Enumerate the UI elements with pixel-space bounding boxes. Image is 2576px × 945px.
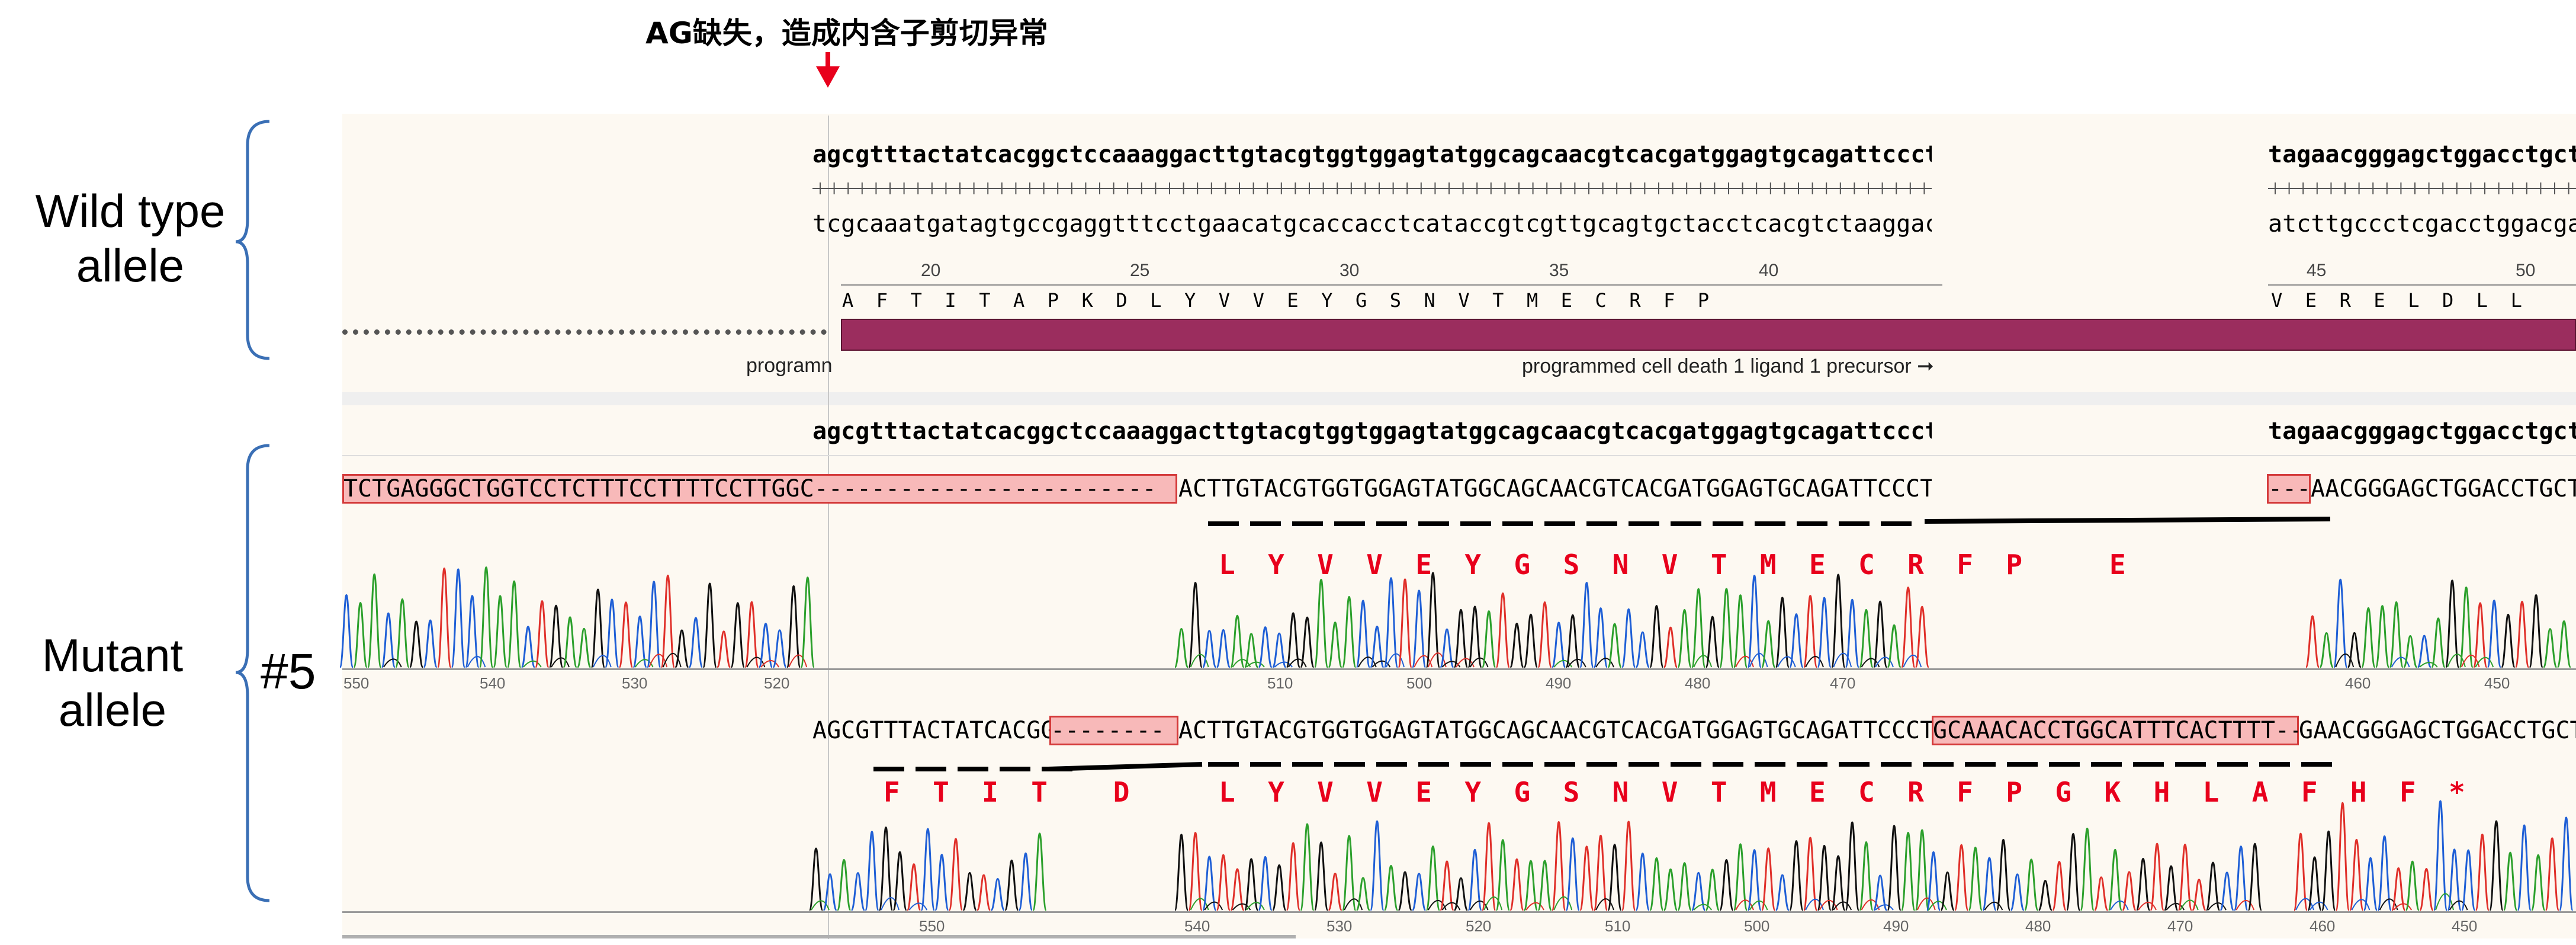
axis-tick-label: 540 [480, 674, 506, 692]
axis-tick-label: 490 [1883, 917, 1909, 935]
aa-position: 50 [2516, 261, 2536, 280]
aa-position: 35 [1549, 261, 1569, 280]
mut1-read-right: AACGGGAGCTGGACCTGCT [2311, 475, 2576, 502]
cursor-line [828, 116, 829, 939]
insertion-highlight [1932, 716, 2299, 745]
axis-tick-label: 470 [1830, 674, 1856, 692]
axis-tick-label: 450 [2484, 674, 2510, 692]
axis-tick-label: 520 [764, 674, 790, 692]
mut-reference-2: tagaacgggagctggacctgct [2268, 418, 2576, 445]
panel-divider [342, 392, 2576, 405]
trace-axis [342, 668, 2576, 670]
wt-aa-sequence-2: V E R E L D L L [2271, 289, 2522, 312]
wt-bottom-strand: tcgcaaatgatagtgccgaggtttcctgaacatgcaccac… [812, 210, 1932, 238]
axis-tick-label: 520 [1466, 917, 1492, 935]
axis-tick-label: 460 [2345, 674, 2371, 692]
axis-tick-label: 490 [1546, 674, 1572, 692]
axis-tick-label: 540 [1184, 917, 1210, 935]
mut-reference: agcgtttactatcacggctccaaaggacttgtacgtggtg… [812, 418, 1932, 445]
mut1-deleted-left: TCTGAGGGCTGGTCCTCTTTCCTTTTCCTTGGC-------… [343, 475, 1157, 502]
deletion-highlight [1049, 716, 1178, 745]
axis-tick-label: 510 [1267, 674, 1293, 692]
aa-position: 30 [1340, 261, 1360, 280]
aa-position: 25 [1130, 261, 1150, 280]
wild-type-label: Wild type allele [35, 185, 226, 291]
axis-tick-label: 550 [919, 917, 945, 935]
axis-tick-label: 480 [1685, 674, 1711, 692]
feature-left-label: programn [746, 354, 833, 377]
axis-tick-label: 550 [343, 674, 370, 692]
mut1-read: ACTTGTACGTGGTGGAGTATGGCAGCAACGTCACGATGGA… [1178, 475, 1932, 502]
mut2-aa-red-left: F T I T D [884, 776, 1130, 808]
row-divider [342, 455, 2576, 456]
mut2-inserted: GCAAACACCTGGCATTTCACTTTT-- [1933, 717, 2298, 744]
mut2-deleted-left: -------- [1051, 717, 1165, 744]
mut1-aa-red: L Y V V E Y G S N V T M E C R F P [1219, 549, 2023, 581]
mut1-aa-red-extra: E [2109, 549, 2126, 581]
feature-label: programmed cell death 1 ligand 1 precurs… [1522, 355, 1934, 377]
aa-position: 40 [1759, 261, 1779, 280]
aa-position: 45 [2307, 261, 2327, 280]
axis-tick-label: 470 [2167, 917, 2193, 935]
feature-dotted-line [342, 329, 827, 335]
mut2-read-left: AGCGTTTACTATCACGG [812, 717, 1049, 744]
axis-tick-label: 460 [2310, 917, 2336, 935]
axis-tick-label: 450 [2452, 917, 2478, 935]
mutant-label: Mutant allele [41, 629, 184, 736]
axis-tick-label: 480 [2025, 917, 2051, 935]
aa-position: 20 [921, 261, 941, 280]
trace-axis [342, 911, 2576, 913]
wt-top-strand-2: tagaacgggagctggacctgct [2268, 141, 2576, 168]
wt-aa-sequence: A F T I T A P K D L Y V V E Y G S N V T … [842, 289, 1710, 312]
axis-tick-label: 530 [622, 674, 648, 692]
axis-tick-label: 500 [1406, 674, 1432, 692]
mut2-read-right: GAACGGGAGCTGGACCTGCT [2299, 717, 2576, 744]
sample-label: #5 [261, 643, 316, 699]
mut2-read: ACTTGTACGTGGTGGAGTATGGCAGCAACGTCACGATGGA… [1178, 717, 1932, 744]
aa-ruler-line [2268, 284, 2576, 286]
deletion-highlight [2267, 474, 2311, 504]
axis-tick-label: 500 [1744, 917, 1770, 935]
annotation-text: AG缺失，造成内含子剪切异常 [645, 16, 1048, 50]
deletion-highlight [342, 474, 1177, 504]
axis-tick-label: 510 [1605, 917, 1631, 935]
wt-bottom-strand-2: atcttgccctcgacctggacga [2268, 210, 2576, 238]
mut1-deleted-right: --- [2268, 475, 2311, 502]
aa-ruler-line [841, 284, 1942, 286]
mut2-aa-red: L Y V V E Y G S N V T M E C R F P G K H … [1219, 776, 2465, 808]
scrollbar[interactable] [342, 935, 1296, 938]
wt-top-strand: agcgtttactatcacggctccaaaggacttgtacgtggtg… [812, 141, 1932, 168]
feature-bar[interactable] [841, 319, 2576, 351]
axis-tick-label: 530 [1326, 917, 1353, 935]
